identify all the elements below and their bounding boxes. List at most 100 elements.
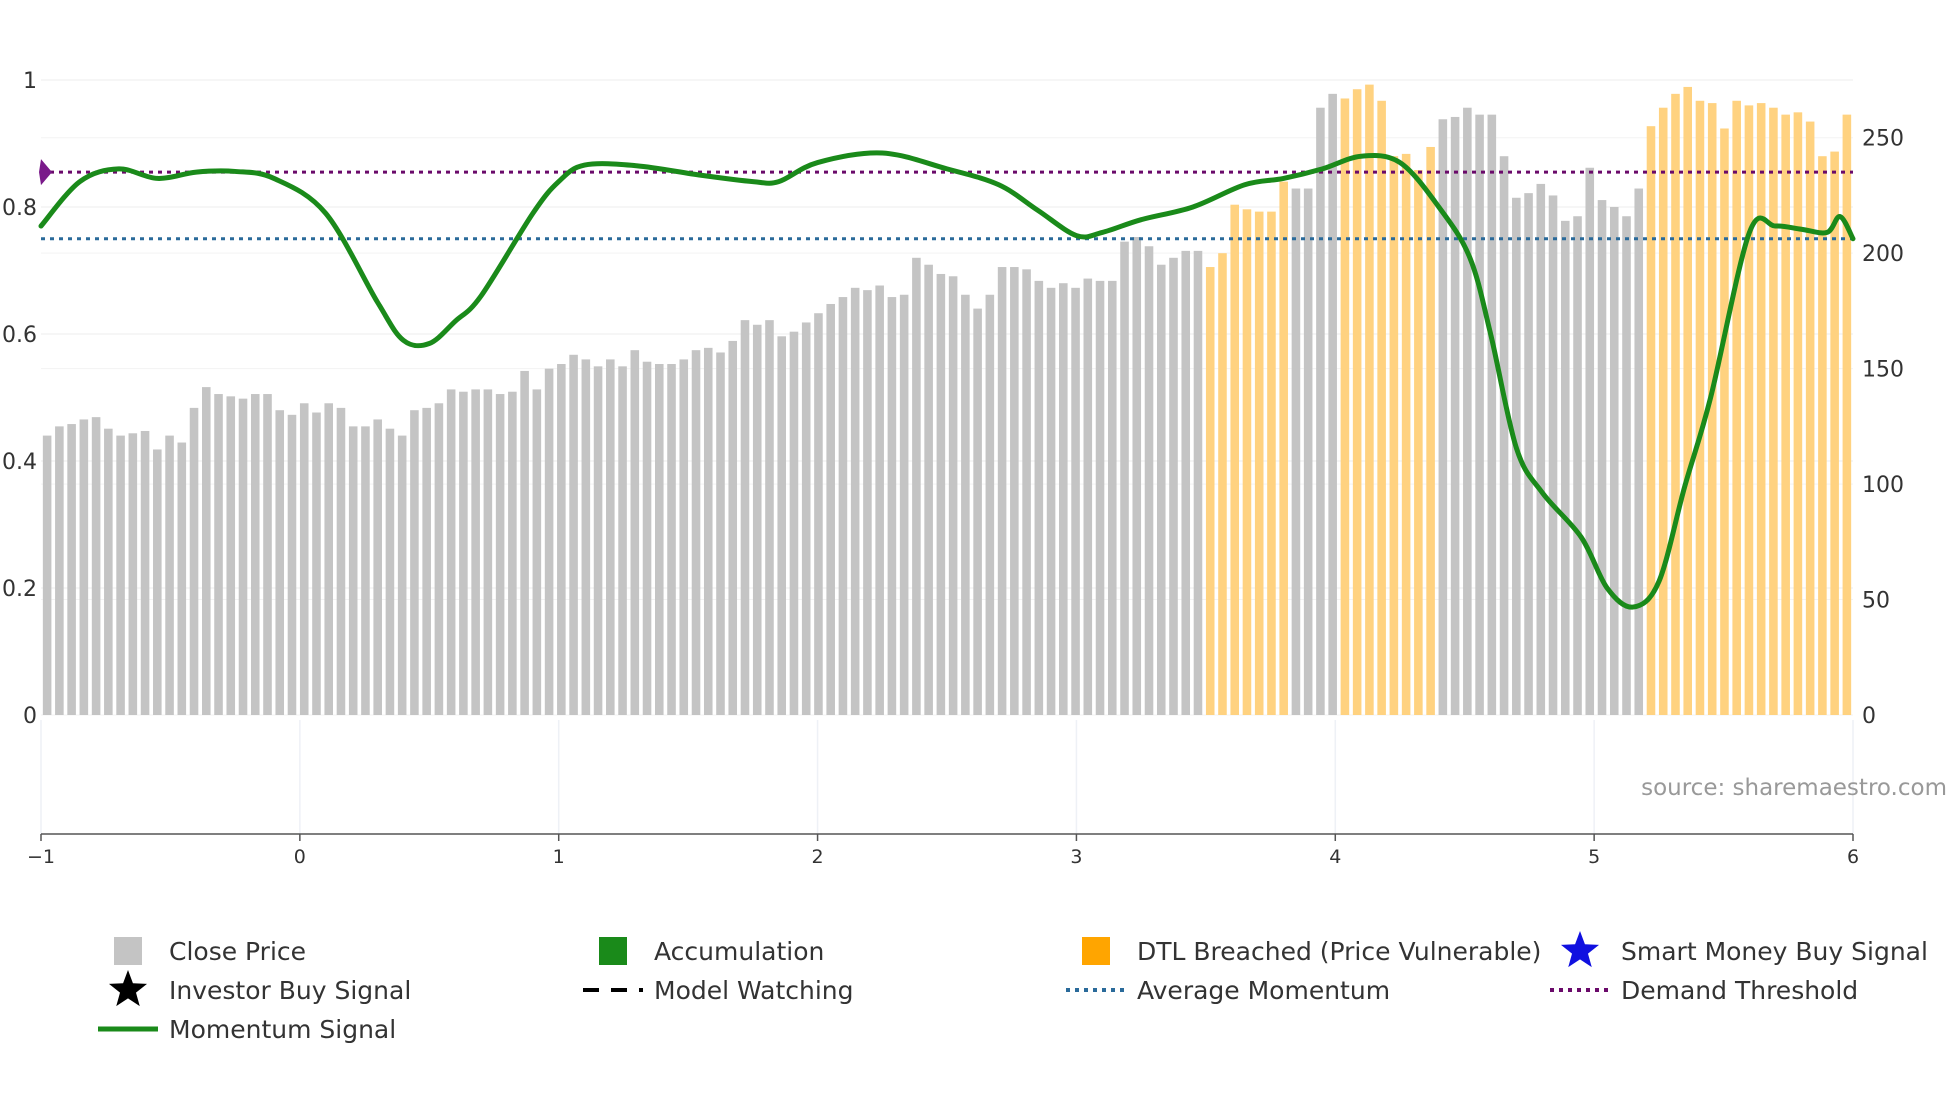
legend-star-icon-investor-buy-signal	[108, 970, 148, 1007]
close-price-bar	[128, 433, 138, 715]
dtl-bar	[1744, 105, 1754, 715]
legend-label-investor-buy-signal: Investor Buy Signal	[169, 976, 411, 1005]
close-price-bar	[1046, 287, 1056, 715]
close-price-bar	[520, 370, 529, 715]
close-price-bar	[1144, 246, 1154, 715]
x-tick-label: 4	[1329, 846, 1341, 868]
close-price-bar	[1450, 116, 1460, 716]
legend-star-icon-smart-money-buy-signal	[1560, 931, 1600, 968]
close-price-bar	[116, 435, 125, 715]
x-axis: −1 0 1 2 3 4 5 6	[27, 833, 1859, 868]
dtl-bar	[1389, 156, 1399, 715]
close-price-bar	[863, 290, 872, 715]
dtl-bar	[1756, 103, 1766, 715]
close-price-bar	[385, 428, 395, 715]
dtl-bar	[1818, 156, 1827, 715]
close-price-bar	[483, 389, 493, 715]
dtl-bar	[1805, 121, 1815, 715]
dtl-bar	[1279, 181, 1288, 716]
close-price-bar	[752, 324, 762, 715]
right-tick-label: 50	[1862, 589, 1890, 614]
close-price-bar	[985, 294, 995, 715]
dtl-bar	[1646, 126, 1656, 715]
close-price-bar	[42, 435, 52, 715]
close-price-bar	[1524, 193, 1533, 716]
close-price-bar	[1634, 188, 1644, 715]
left-tick-label: 0.2	[2, 577, 37, 602]
legend: Close Price Accumulation DTL Breached (Pri…	[98, 931, 1928, 1044]
close-price-bar	[1609, 207, 1619, 715]
close-price-bar	[1132, 237, 1142, 715]
legend-swatch-accumulation	[599, 937, 627, 965]
close-price-bar	[691, 350, 701, 715]
left-tick-label: 0.6	[2, 323, 37, 348]
close-price-bar	[1095, 280, 1105, 715]
close-price-bar	[91, 417, 101, 715]
close-price-bar	[936, 273, 946, 715]
close-price-bar	[1034, 280, 1044, 715]
close-price-bar	[1548, 195, 1558, 716]
close-price-bar	[373, 419, 382, 715]
close-price-bar	[1328, 93, 1337, 715]
dtl-bar	[1377, 100, 1386, 716]
close-price-bar	[67, 424, 76, 715]
close-price-bar	[826, 303, 835, 715]
close-price-bar	[422, 407, 431, 715]
close-price-bar	[789, 331, 799, 715]
close-price-bar	[165, 435, 174, 715]
dtl-bar	[1842, 114, 1852, 716]
close-price-bar	[153, 449, 162, 715]
close-price-bar	[606, 359, 615, 715]
close-price-bar	[924, 264, 933, 715]
close-price-bar	[1585, 167, 1595, 715]
close-price-bar	[1487, 114, 1497, 716]
close-price-bar	[777, 336, 787, 715]
close-price-bar	[238, 398, 248, 715]
close-price-bar	[887, 297, 897, 715]
close-price-bar	[299, 403, 309, 715]
close-price-bar	[1169, 257, 1178, 715]
right-axis-ticks: 0 50 100 150 200 250	[1862, 127, 1904, 729]
close-price-bar	[728, 340, 738, 715]
dtl-bar	[1732, 100, 1741, 716]
legend-label-accumulation: Accumulation	[654, 937, 824, 966]
close-price-bar	[1303, 188, 1313, 715]
close-price-bar	[544, 368, 554, 715]
dtl-bar	[1340, 98, 1350, 716]
close-price-bar	[471, 389, 480, 715]
source-note: source: sharemaestro.com	[1641, 775, 1947, 801]
dtl-bar	[1365, 84, 1374, 716]
close-price-bar	[312, 412, 321, 715]
close-price-bar	[287, 414, 297, 715]
dtl-bar	[1401, 153, 1411, 715]
dtl-bar	[1781, 114, 1790, 716]
close-price-bar	[1622, 216, 1631, 715]
right-tick-label: 0	[1862, 704, 1876, 729]
legend-label-close-price: Close Price	[169, 937, 306, 966]
dtl-bar	[1793, 112, 1803, 715]
close-price-bar	[679, 359, 689, 715]
x-tick-label: 3	[1070, 846, 1082, 868]
close-price-bar	[1463, 107, 1472, 715]
dtl-bar	[1267, 211, 1276, 716]
close-price-bar	[55, 426, 64, 715]
left-tick-label: 0.8	[2, 196, 37, 221]
close-price-bar	[618, 366, 627, 715]
dtl-bar	[1414, 170, 1423, 715]
close-price-bar	[446, 389, 456, 715]
close-price-bar	[654, 364, 664, 715]
dtl-bar	[1769, 107, 1778, 715]
x-tick-label: 0	[294, 846, 306, 868]
dtl-bar	[1683, 86, 1693, 716]
close-price-bar	[973, 308, 982, 715]
close-price-bar	[434, 403, 444, 715]
close-price-bar	[1083, 278, 1093, 715]
close-price-bar	[716, 352, 725, 715]
close-price-bar	[263, 394, 272, 715]
dtl-bar	[1426, 146, 1435, 716]
right-tick-label: 200	[1862, 242, 1904, 267]
close-price-bar	[1573, 216, 1582, 715]
close-price-bar	[948, 276, 958, 715]
right-tick-label: 100	[1862, 473, 1904, 498]
